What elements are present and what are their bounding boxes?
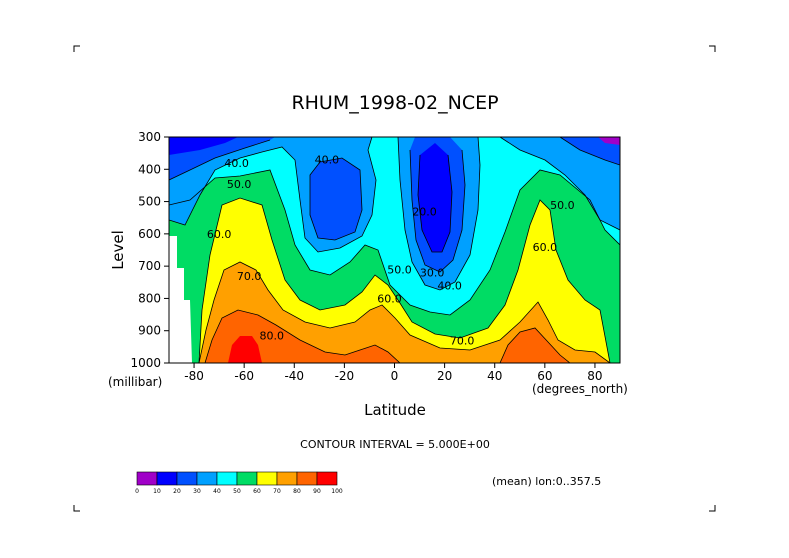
contour-label: 60.0 — [377, 292, 402, 305]
contour-label: 50.0 — [550, 199, 575, 212]
contour-label: 40.0 — [437, 280, 462, 293]
band-10-20-eq — [418, 143, 452, 252]
x-axis-label: Latitude — [364, 401, 426, 419]
x-tick-label: -40 — [284, 369, 304, 383]
x-tick-label: 20 — [437, 369, 452, 383]
x-tick-label: 40 — [487, 369, 502, 383]
contour-label: 50.0 — [227, 178, 252, 191]
colorbar-label: 30 — [193, 488, 201, 495]
colorbar-label: 80 — [293, 488, 301, 495]
colorbar-label: 60 — [253, 488, 261, 495]
colorbar-label: 0 — [135, 488, 139, 495]
y-tick-label: 900 — [138, 324, 161, 338]
band-10-20-sh — [169, 137, 238, 155]
colorbar-label: 20 — [173, 488, 181, 495]
contour-label: 40.0 — [315, 154, 340, 167]
colorbar-swatch — [296, 471, 318, 486]
x-tick-label: 0 — [391, 369, 399, 383]
colorbar-swatch — [276, 471, 298, 486]
x-axis: -80 -60 -40 -20 0 20 40 60 80 — [184, 363, 603, 383]
contour-label: 70.0 — [237, 270, 262, 283]
y-axis-label: Level — [109, 230, 127, 270]
corner-mark-top-right — [709, 45, 716, 52]
x-tick-label: 80 — [587, 369, 602, 383]
colorbar-swatch — [316, 471, 338, 486]
contour-labels: 40.0 40.050.060.070.080.020.030.040.050.0… — [207, 154, 575, 348]
colorbar-swatch — [156, 471, 178, 486]
contour-label: 70.0 — [450, 334, 475, 347]
band-0-10-np — [598, 137, 620, 145]
x-tick-label: 60 — [537, 369, 552, 383]
colorbar: 0 10 20 30 40 50 60 70 80 90 100 — [135, 471, 343, 495]
band-80-90-nh — [500, 328, 570, 363]
colorbar-label: 70 — [273, 488, 281, 495]
contour-label: 30.0 — [420, 267, 445, 280]
y-tick-label: 400 — [138, 162, 161, 176]
contour-label: 40.0 — [224, 157, 249, 170]
colorbar-swatch — [216, 471, 238, 486]
colorbar-swatch — [136, 471, 158, 486]
colorbar-swatch — [176, 471, 198, 486]
colorbar-swatch — [196, 471, 218, 486]
corner-mark-top-left — [73, 45, 80, 52]
corner-marks — [73, 45, 716, 512]
band-30-40-nh — [500, 137, 620, 230]
colorbar-label: 40 — [213, 488, 221, 495]
y-axis-unit: (millibar) — [108, 375, 162, 389]
x-tick-label: -60 — [234, 369, 254, 383]
missing-data-region — [169, 236, 192, 363]
band-90-100 — [228, 336, 262, 363]
contour-field — [169, 137, 620, 363]
contour-label: 50.0 — [387, 263, 412, 276]
chart-title: RHUM_1998-02_NCEP — [291, 92, 498, 114]
colorbar-swatch — [256, 471, 278, 486]
y-tick-label: 600 — [138, 227, 161, 241]
colorbar-label: 10 — [153, 488, 161, 495]
y-axis: 300 400 500 600 700 800 900 1000 — [130, 130, 169, 370]
contour-label: 60.0 — [533, 241, 558, 254]
contour-label: 80.0 — [259, 330, 284, 343]
x-tick-label: -20 — [335, 369, 355, 383]
contour-interval-note: CONTOUR INTERVAL = 5.000E+00 — [300, 438, 490, 451]
band-20-30-mid — [310, 158, 362, 240]
y-tick-label: 700 — [138, 259, 161, 273]
mean-longitude-note: (mean) lon:0..357.5 — [492, 475, 601, 488]
colorbar-label: 90 — [313, 488, 321, 495]
contour-label: 20.0 — [412, 205, 437, 218]
colorbar-swatch — [236, 471, 258, 486]
y-tick-label: 500 — [138, 195, 161, 209]
y-tick-label: 1000 — [130, 356, 161, 370]
y-tick-label: 800 — [138, 291, 161, 305]
corner-mark-bottom-left — [73, 505, 80, 512]
corner-mark-bottom-right — [709, 505, 716, 512]
x-axis-unit: (degrees_north) — [532, 382, 628, 396]
contour-lines — [169, 137, 620, 363]
colorbar-label: 50 — [233, 488, 241, 495]
band-70-80 — [199, 262, 610, 363]
band-20-30-nh — [560, 137, 620, 165]
contour-label: 60.0 — [207, 228, 232, 241]
colorbar-label: 100 — [331, 488, 343, 495]
x-tick-label: -80 — [184, 369, 204, 383]
y-tick-label: 300 — [138, 130, 161, 144]
